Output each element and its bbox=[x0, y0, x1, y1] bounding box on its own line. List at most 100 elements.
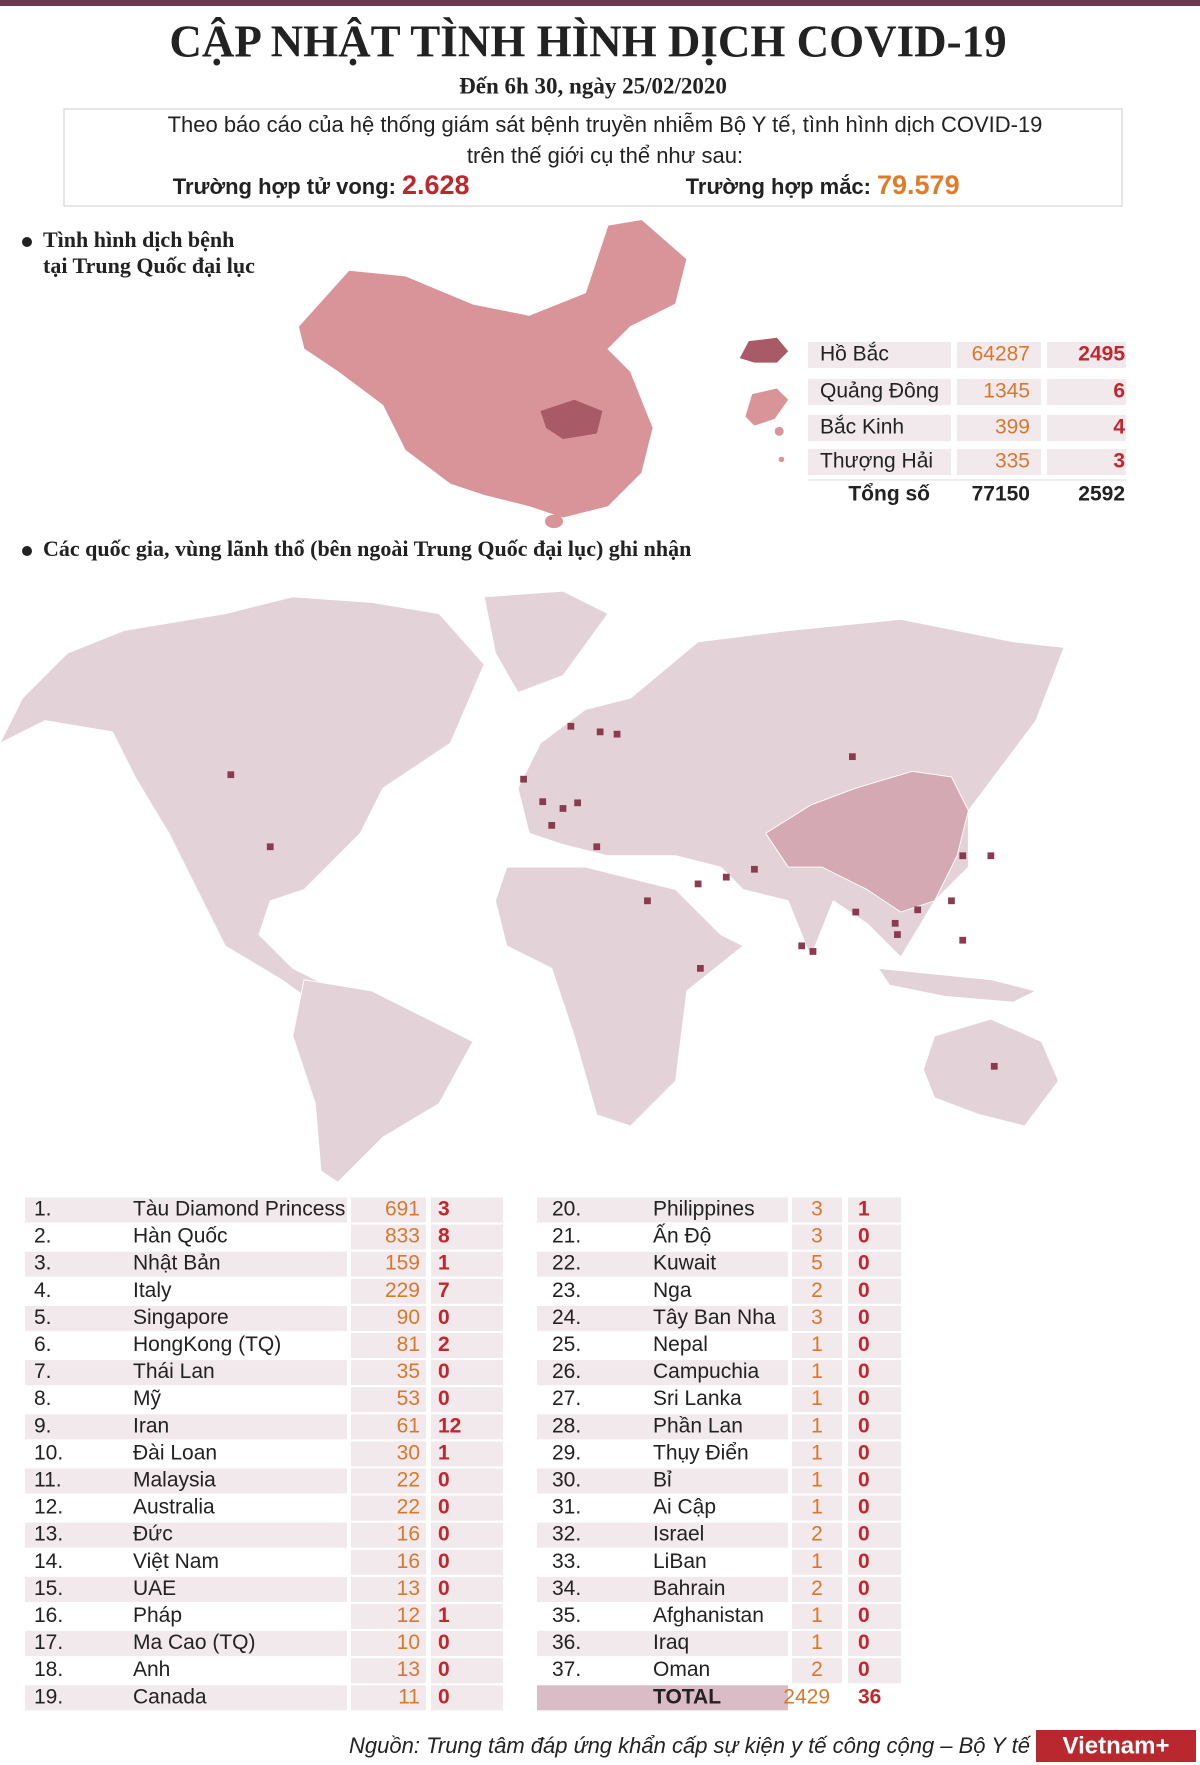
country-deaths: 0 bbox=[438, 1306, 450, 1329]
row-index: 14. bbox=[34, 1550, 63, 1573]
continent bbox=[0, 596, 485, 1009]
cell-bg bbox=[957, 415, 1041, 441]
country-deaths: 0 bbox=[438, 1658, 450, 1681]
row-bg bbox=[792, 1414, 842, 1440]
cell-bg bbox=[957, 482, 1041, 508]
country-deaths: 0 bbox=[858, 1387, 870, 1410]
cell-bg bbox=[808, 379, 951, 405]
country-name: Thụy Điển bbox=[653, 1441, 749, 1464]
markers bbox=[227, 722, 998, 1070]
country-cases: 1 bbox=[811, 1631, 823, 1654]
country-name: Italy bbox=[133, 1279, 172, 1302]
country-deaths: 0 bbox=[858, 1441, 870, 1464]
row-bg bbox=[25, 1251, 347, 1277]
row-bg bbox=[537, 1658, 788, 1684]
row-index: 34. bbox=[552, 1577, 581, 1600]
province-name: Quảng Đông bbox=[820, 380, 939, 403]
country-cases: 1 bbox=[811, 1387, 823, 1410]
country-name: Nepal bbox=[653, 1333, 708, 1356]
country-name: Ma Cao (TQ) bbox=[133, 1631, 256, 1654]
country-name: Oman bbox=[653, 1658, 710, 1681]
country-deaths: 1 bbox=[438, 1252, 450, 1275]
row-bg bbox=[25, 1549, 347, 1575]
country-name: Phần Lan bbox=[653, 1414, 743, 1437]
row-bg bbox=[537, 1333, 788, 1358]
row-bg bbox=[792, 1604, 842, 1629]
country-cases: 2 bbox=[811, 1523, 823, 1546]
province-cases: 77150 bbox=[972, 483, 1030, 506]
row-bg bbox=[25, 1360, 347, 1386]
row-bg bbox=[351, 1685, 426, 1711]
row-bg bbox=[25, 1387, 347, 1413]
country-deaths: 0 bbox=[438, 1360, 450, 1383]
country-name: Australia bbox=[133, 1496, 215, 1519]
country-cases: 1 bbox=[811, 1496, 823, 1519]
country-name: Việt Nam bbox=[133, 1550, 219, 1573]
country-cases: 2 bbox=[811, 1577, 823, 1600]
country-name: Sri Lanka bbox=[653, 1387, 742, 1410]
country-deaths: 0 bbox=[438, 1387, 450, 1410]
country-deaths: 0 bbox=[858, 1252, 870, 1275]
total-bg bbox=[537, 1685, 788, 1711]
country-name: Malaysia bbox=[133, 1469, 216, 1492]
cell-bg bbox=[1047, 482, 1126, 508]
continent bbox=[292, 979, 474, 1183]
row-index: 25. bbox=[552, 1333, 581, 1356]
row-bg bbox=[848, 1441, 901, 1467]
cell-bg bbox=[808, 415, 951, 441]
row-bg bbox=[792, 1495, 842, 1521]
country-cases: 3 bbox=[811, 1306, 823, 1329]
row-bg bbox=[25, 1414, 347, 1440]
row-bg bbox=[792, 1576, 842, 1602]
cell-bg bbox=[808, 342, 951, 368]
subtitle: Đến 6h 30, ngày 25/02/2020 bbox=[459, 73, 727, 98]
country-name: Hàn Quốc bbox=[133, 1225, 228, 1248]
country-name: Iraq bbox=[653, 1631, 689, 1654]
row-index: 30. bbox=[552, 1469, 581, 1492]
country-name: UAE bbox=[133, 1577, 176, 1600]
province-name: Tổng số bbox=[848, 483, 930, 506]
row-bg bbox=[431, 1414, 503, 1440]
country-name: Iran bbox=[133, 1414, 169, 1437]
country-name: Anh bbox=[133, 1658, 170, 1681]
country-deaths: 0 bbox=[438, 1631, 450, 1654]
country-cases: 12 bbox=[397, 1604, 420, 1627]
row-bg bbox=[537, 1441, 788, 1467]
cell-bg bbox=[1047, 415, 1126, 441]
row-bg bbox=[792, 1468, 842, 1494]
logo: Vietnam+ bbox=[1063, 1732, 1170, 1759]
row-bg bbox=[25, 1441, 347, 1467]
row-bg bbox=[25, 1333, 347, 1358]
row-bg bbox=[792, 1522, 842, 1548]
country-deaths: 0 bbox=[438, 1496, 450, 1519]
country-name: Nhật Bản bbox=[133, 1252, 221, 1275]
province-deaths: 2592 bbox=[1078, 483, 1125, 506]
row-bg bbox=[25, 1278, 347, 1304]
row-bg bbox=[792, 1224, 842, 1250]
row-index: 16. bbox=[34, 1604, 63, 1627]
cell-bg bbox=[1047, 342, 1126, 368]
row-bg bbox=[431, 1387, 503, 1413]
country-cases: 1 bbox=[811, 1550, 823, 1573]
country-cases: 61 bbox=[397, 1414, 420, 1437]
row-bg bbox=[431, 1685, 503, 1711]
row-bg bbox=[431, 1333, 503, 1358]
country-deaths: 0 bbox=[858, 1360, 870, 1383]
row-bg bbox=[351, 1468, 426, 1494]
country-deaths: 1 bbox=[858, 1198, 870, 1221]
row-bg bbox=[537, 1305, 788, 1331]
china-map bbox=[297, 219, 789, 529]
row-bg bbox=[537, 1468, 788, 1494]
country-cases: 35 bbox=[397, 1360, 420, 1383]
row-bg bbox=[351, 1387, 426, 1413]
top-bar bbox=[0, 0, 1200, 6]
country-deaths: 0 bbox=[858, 1631, 870, 1654]
section-heading: Tình hình dịch bệnh bbox=[43, 227, 234, 252]
row-bg bbox=[537, 1360, 788, 1386]
country-cases: 3 bbox=[811, 1198, 823, 1221]
country-deaths: 0 bbox=[438, 1469, 450, 1492]
row-index: 10. bbox=[34, 1441, 63, 1464]
country-name: Canada bbox=[133, 1685, 207, 1708]
country-name: Ấn Độ bbox=[653, 1225, 711, 1248]
cases-value: 79.579 bbox=[877, 170, 960, 200]
